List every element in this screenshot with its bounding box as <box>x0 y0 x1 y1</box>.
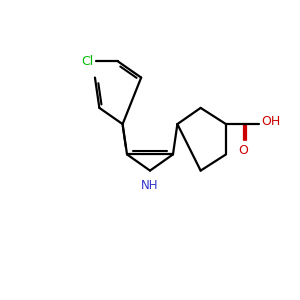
Text: OH: OH <box>261 115 280 128</box>
Text: NH: NH <box>141 179 159 192</box>
Text: Cl: Cl <box>81 55 94 68</box>
Text: O: O <box>239 144 249 157</box>
